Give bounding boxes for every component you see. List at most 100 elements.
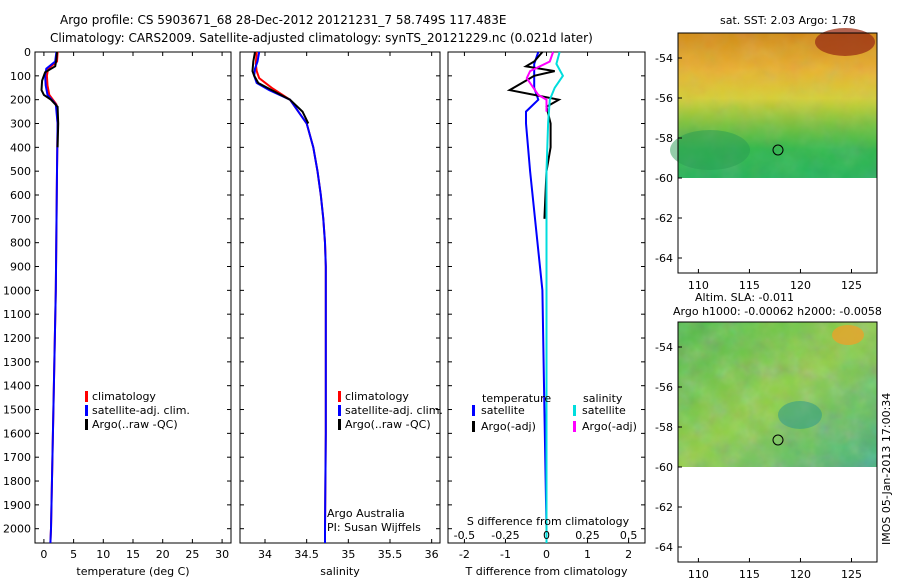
temperature-panel: 0 5 10 15 20 25 300100200300400500600700800900… [3, 46, 232, 578]
y-tick-label: 1800 [3, 475, 31, 488]
legend-swatch [338, 391, 341, 402]
legend-swatch [338, 419, 341, 430]
map-y-label: -56 [655, 92, 673, 105]
x-tick-label: 0 [543, 548, 550, 561]
sla-map-title: Altim. SLA: -0.011 [695, 291, 794, 304]
x-tick-label: 30 [215, 548, 229, 561]
map-y-label: -56 [655, 381, 673, 394]
legend-header: temperature [482, 392, 551, 405]
s-tick-label: 0.5 [620, 529, 638, 542]
legend-label: climatology [345, 390, 409, 403]
plot-frame [34, 51, 232, 544]
y-tick-label: 1200 [3, 332, 31, 345]
y-tick-label: 1000 [3, 284, 31, 297]
legend-swatch [472, 421, 475, 432]
sla-map-frame [677, 321, 878, 563]
map-y-label: -62 [655, 501, 673, 514]
series-line [253, 51, 327, 543]
legend-header: salinity [583, 392, 623, 405]
map-y-label: -58 [655, 132, 673, 145]
s-tick-label: 0.25 [575, 529, 600, 542]
s-axis-label: S difference from climatology [467, 515, 630, 528]
series-line [545, 51, 565, 543]
x-tick-label: 2 [625, 548, 632, 561]
x-tick-label: 20 [156, 548, 170, 561]
map-y-label: -64 [655, 252, 673, 265]
sst-map-ticks: 110 115 120 125 -54 -56 -58 -60 -62 -64 [655, 52, 862, 292]
map-y-label: -60 [655, 172, 673, 185]
series-line [525, 51, 548, 543]
map-y-label: -60 [655, 461, 673, 474]
sla-map-subtitle: Argo h1000: -0.00062 h2000: -0.0058 [673, 305, 882, 318]
legend-label: satellite-adj. clim. [345, 404, 443, 417]
sst-warm-patch [815, 28, 875, 56]
x-tick-label: 0 [40, 548, 47, 561]
series-line [525, 51, 555, 112]
x-tick-label: 25 [185, 548, 199, 561]
legend-swatch [573, 405, 576, 416]
map-x-label: 115 [739, 568, 760, 580]
y-tick-label: 1300 [3, 356, 31, 369]
x-tick-label: 15 [126, 548, 140, 561]
legend-swatch [573, 421, 576, 432]
legend-swatch [85, 405, 88, 416]
legend-swatch [338, 405, 341, 416]
sst-map: sat. SST: 2.03 Argo: 1.78 110 115 120 125 -5… [655, 14, 878, 292]
x-tick-label: 36 [425, 548, 439, 561]
y-tick-label: 700 [10, 213, 31, 226]
y-tick-label: 1400 [3, 380, 31, 393]
x-axis-label: T difference from climatology [465, 565, 628, 578]
y-tick-label: 400 [10, 141, 31, 154]
map-x-label: 110 [688, 279, 709, 292]
legend-label: Argo(-adj) [481, 420, 536, 433]
s-tick-label: -0.25 [491, 529, 519, 542]
map-x-label: 115 [739, 279, 760, 292]
sla-texture [678, 322, 877, 467]
x-tick-label: 35 [341, 548, 355, 561]
x-tick-label: -1 [500, 548, 511, 561]
title-line-2: Climatology: CARS2009. Satellite-adjuste… [50, 31, 593, 45]
y-tick-label: 300 [10, 118, 31, 131]
map-x-label: 120 [790, 279, 811, 292]
y-tick-label: 0 [24, 46, 31, 59]
y-tick-label: 500 [10, 165, 31, 178]
legend-label: satellite [481, 404, 525, 417]
y-tick-label: 2000 [3, 523, 31, 536]
legend-swatch [85, 391, 88, 402]
legend-label: Argo(..raw -QC) [92, 418, 178, 431]
plot-frame [239, 51, 441, 544]
x-tick-label: 34.5 [294, 548, 319, 561]
legend-label: Argo(..raw -QC) [345, 418, 431, 431]
y-tick-label: 600 [10, 189, 31, 202]
timestamp-stamp: IMOS 05-Jan-2013 17:00:34 [880, 393, 893, 545]
map-y-label: -64 [655, 541, 673, 554]
sst-map-frame [677, 32, 878, 274]
sla-low-patch [778, 401, 822, 429]
y-tick-label: 200 [10, 94, 31, 107]
s-tick-label: 0 [543, 529, 550, 542]
y-tick-label: 1500 [3, 404, 31, 417]
sst-map-title: sat. SST: 2.03 Argo: 1.78 [720, 14, 856, 27]
x-tick-label: 1 [584, 548, 591, 561]
legend-label: Argo(-adj) [582, 420, 637, 433]
series-line [40, 51, 60, 148]
series-line [254, 51, 327, 543]
sla-high-patch [832, 325, 864, 345]
y-tick-label: 1700 [3, 451, 31, 464]
map-y-label: -62 [655, 212, 673, 225]
x-tick-label: -2 [459, 548, 470, 561]
map-y-label: -58 [655, 421, 673, 434]
legend-label: satellite [582, 404, 626, 417]
title-line-1: Argo profile: CS 5903671_68 28-Dec-2012 … [60, 13, 506, 27]
s-tick-label: -0.5 [454, 529, 475, 542]
difference-panel: -2 -1 0 1 2 T difference from climatology temp… [447, 51, 646, 578]
y-tick-label: 1600 [3, 427, 31, 440]
map-y-label: -54 [655, 52, 673, 65]
map-y-label: -54 [655, 341, 673, 354]
map-x-label: 125 [841, 568, 862, 580]
sst-float-marker [772, 144, 784, 156]
legend-swatch [85, 419, 88, 430]
sla-float-marker [772, 434, 784, 446]
annotation-text: Argo Australia [327, 507, 405, 520]
map-x-label: 125 [841, 279, 862, 292]
